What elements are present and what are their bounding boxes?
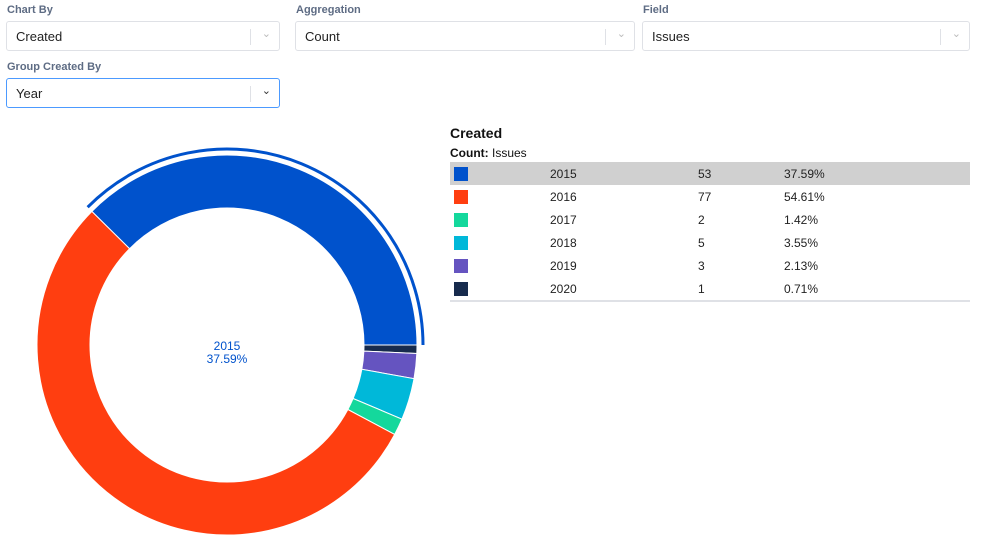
legend-swatch: [454, 212, 468, 227]
legend-category: 2017: [550, 212, 577, 227]
legend-percent: 54.61%: [784, 189, 825, 204]
separator: [250, 29, 251, 45]
center-category: 2015: [214, 339, 241, 353]
chart-subtitle: Count: Issues: [450, 146, 527, 160]
aggregation-value: Count: [305, 29, 340, 44]
legend-swatch: [454, 235, 468, 250]
chart-by-select[interactable]: Created ⌄: [6, 21, 280, 51]
subtitle-key: Count:: [450, 146, 489, 160]
legend-swatch: [454, 281, 468, 296]
legend-row[interactable]: 2018 5 3.55%: [450, 231, 970, 254]
legend-category: 2019: [550, 258, 577, 273]
donut-chart: 2015 37.59%: [36, 147, 425, 536]
legend-category: 2018: [550, 235, 577, 250]
legend-row[interactable]: 2017 2 1.42%: [450, 208, 970, 231]
legend-percent: 1.42%: [784, 212, 819, 227]
donut-slice-2015[interactable]: [91, 154, 418, 346]
field-label: Field: [643, 4, 669, 16]
legend-category: 2020: [550, 277, 698, 302]
donut-slice-2017[interactable]: [347, 397, 403, 436]
subtitle-value: Issues: [492, 146, 527, 160]
chart-by-label: Chart By: [7, 4, 53, 16]
legend-value: 1: [698, 277, 784, 302]
legend-value: 5: [698, 235, 705, 250]
donut-slice-2019[interactable]: [361, 350, 418, 380]
donut-slice-2016[interactable]: [36, 210, 396, 536]
highlight-arc: [86, 147, 425, 346]
separator: [250, 86, 251, 102]
chevron-down-icon: ⌄: [616, 28, 626, 40]
legend-row[interactable]: 2015 53 37.59%: [450, 162, 970, 185]
chevron-down-icon: ⌄: [261, 85, 271, 97]
separator: [605, 29, 606, 45]
legend-value: 3: [698, 258, 705, 273]
legend-swatch: [454, 189, 468, 204]
chevron-down-icon: ⌄: [261, 28, 271, 40]
legend-row[interactable]: 2016 77 54.61%: [450, 185, 970, 208]
chart-title: Created: [450, 125, 503, 141]
field-select[interactable]: Issues ⌄: [642, 21, 970, 51]
legend-percent: 3.55%: [784, 235, 819, 250]
legend-value: 2: [698, 212, 705, 227]
legend-value: 77: [698, 189, 712, 204]
legend-row[interactable]: 2019 3 2.13%: [450, 254, 970, 277]
field-value: Issues: [652, 29, 690, 44]
legend-row[interactable]: 2020 1 0.71%: [450, 277, 970, 302]
group-by-label: Group Created By: [7, 61, 102, 73]
aggregation-label: Aggregation: [296, 4, 361, 16]
center-percent: 37.59%: [207, 352, 248, 366]
legend-value: 53: [698, 166, 712, 181]
legend-swatch: [454, 258, 468, 273]
chart-by-value: Created: [16, 29, 63, 44]
legend-percent: 37.59%: [784, 166, 825, 181]
aggregation-select[interactable]: Count ⌄: [295, 21, 635, 51]
legend-swatch: [454, 166, 468, 181]
chevron-down-icon: ⌄: [951, 28, 961, 40]
donut-slice-2018[interactable]: [352, 368, 415, 420]
legend-category: 2015: [550, 166, 577, 181]
legend-category: 2016: [550, 189, 577, 204]
legend-percent: 2.13%: [784, 258, 819, 273]
group-by-value: Year: [16, 86, 43, 101]
group-by-select[interactable]: Year ⌄: [6, 78, 280, 108]
legend-percent: 0.71%: [784, 277, 970, 302]
legend-table: 2015 53 37.59% 2016 77 54.61% 2017 2 1.4…: [450, 162, 970, 302]
separator: [940, 29, 941, 45]
